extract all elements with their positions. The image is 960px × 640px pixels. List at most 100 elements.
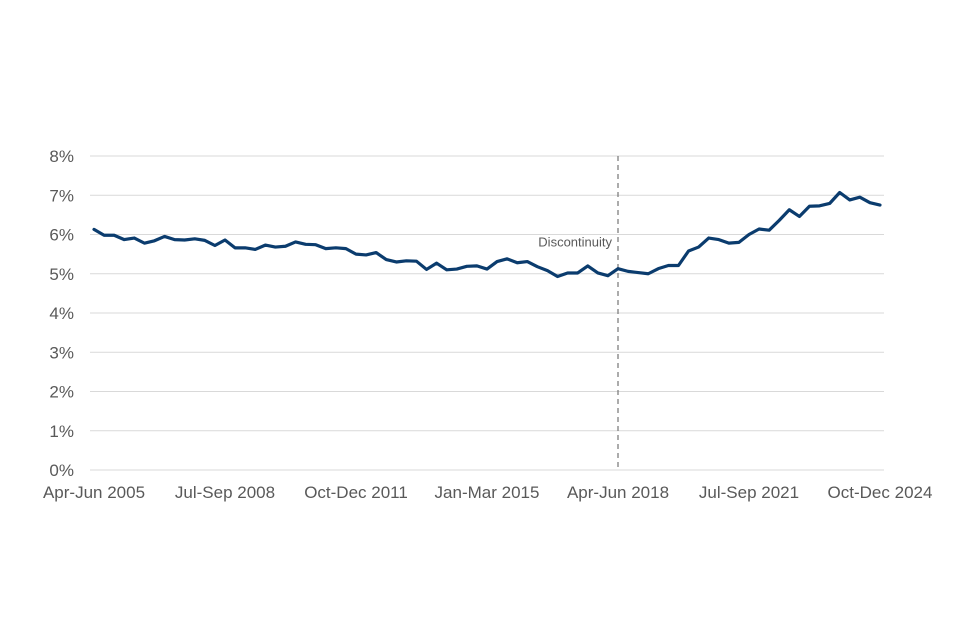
- data-point: [244, 247, 246, 249]
- data-point: [516, 261, 519, 264]
- data-point: [294, 241, 297, 243]
- x-tick-label: Oct-Dec 2024: [828, 483, 933, 502]
- x-tick-label: Oct-Dec 2011: [304, 483, 408, 502]
- data-point: [526, 260, 529, 263]
- data-point: [466, 265, 468, 268]
- data-point: [828, 202, 831, 205]
- data-point: [193, 238, 196, 240]
- data-point: [546, 269, 549, 272]
- data-point: [738, 241, 740, 244]
- data-point: [566, 272, 569, 274]
- data-point: [183, 239, 186, 241]
- data-point: [455, 268, 458, 270]
- y-tick-label: 0%: [49, 461, 74, 480]
- data-point: [113, 234, 115, 237]
- data-point: [405, 259, 408, 262]
- data-point: [264, 244, 267, 246]
- data-point: [324, 247, 327, 250]
- data-point: [254, 248, 257, 251]
- data-point: [395, 261, 398, 263]
- data-point: [748, 233, 750, 236]
- y-tick-label: 3%: [49, 343, 74, 362]
- discontinuity-annotation: Discontinuity: [538, 235, 612, 250]
- data-point: [476, 265, 478, 267]
- data-point: [143, 242, 146, 244]
- y-tick-label: 2%: [49, 383, 74, 402]
- gridlines: [90, 155, 884, 471]
- data-point: [808, 205, 811, 208]
- y-axis-tick-labels: 0% 1% 2% 3% 4% 5% 6% 7% 8%: [49, 147, 74, 480]
- data-point: [234, 247, 236, 249]
- data-point: [365, 254, 367, 256]
- data-point: [848, 199, 851, 201]
- data-point: [163, 235, 166, 238]
- x-tick-label: Apr-Jun 2005: [43, 483, 145, 502]
- data-point: [667, 264, 670, 267]
- data-point: [717, 238, 720, 241]
- x-tick-label: Jul-Sep 2008: [175, 483, 275, 502]
- data-point: [214, 244, 216, 247]
- x-tick-label: Apr-Jun 2018: [567, 483, 669, 502]
- data-point: [224, 239, 226, 241]
- data-point: [798, 215, 801, 218]
- data-point: [133, 237, 136, 239]
- data-point: [153, 239, 156, 242]
- data-point: [838, 191, 841, 194]
- series-points: [93, 191, 881, 278]
- data-point: [486, 268, 488, 270]
- x-axis-tick-labels: Apr-Jun 2005 Jul-Sep 2008 Oct-Dec 2011 Jan-…: [43, 483, 932, 502]
- data-point: [536, 265, 539, 268]
- data-point: [879, 204, 881, 206]
- data-point: [859, 196, 861, 199]
- data-point: [637, 271, 639, 274]
- data-point: [425, 268, 428, 271]
- data-point: [415, 260, 418, 262]
- x-tick-label: Jul-Sep 2021: [699, 483, 799, 502]
- data-point: [435, 262, 438, 264]
- x-tick-label: Jan-Mar 2015: [435, 483, 540, 502]
- data-point: [506, 258, 508, 260]
- data-point: [496, 260, 498, 263]
- data-point: [869, 201, 871, 204]
- data-point: [385, 258, 388, 261]
- data-point: [314, 243, 317, 246]
- y-tick-label: 8%: [49, 147, 74, 166]
- data-point: [173, 238, 176, 241]
- data-point: [204, 239, 206, 242]
- y-tick-label: 7%: [49, 186, 74, 205]
- y-tick-label: 4%: [49, 304, 74, 323]
- data-point: [284, 245, 287, 248]
- data-point: [697, 246, 700, 248]
- data-point: [597, 272, 599, 274]
- data-point: [728, 242, 730, 244]
- y-tick-label: 6%: [49, 226, 74, 245]
- data-point: [335, 247, 337, 249]
- data-point: [778, 219, 781, 222]
- data-point: [556, 275, 559, 278]
- data-point: [768, 229, 770, 231]
- y-tick-label: 5%: [49, 265, 74, 284]
- data-point: [818, 205, 821, 207]
- data-point: [677, 264, 680, 267]
- data-point: [375, 251, 377, 254]
- data-point: [788, 208, 791, 211]
- data-point: [103, 234, 105, 237]
- data-point: [576, 272, 579, 274]
- data-point: [345, 247, 347, 250]
- data-point: [93, 228, 95, 231]
- data-point: [657, 267, 660, 270]
- y-tick-label: 1%: [49, 422, 74, 441]
- data-point: [304, 243, 307, 246]
- data-point: [445, 269, 448, 271]
- data-point: [647, 272, 650, 275]
- data-point: [607, 274, 609, 277]
- data-point: [687, 250, 690, 252]
- data-point: [274, 246, 277, 248]
- data-point: [758, 228, 760, 230]
- data-point: [707, 237, 710, 239]
- data-point: [586, 265, 589, 267]
- data-point: [123, 238, 126, 241]
- data-point: [617, 267, 619, 270]
- data-point: [627, 270, 629, 273]
